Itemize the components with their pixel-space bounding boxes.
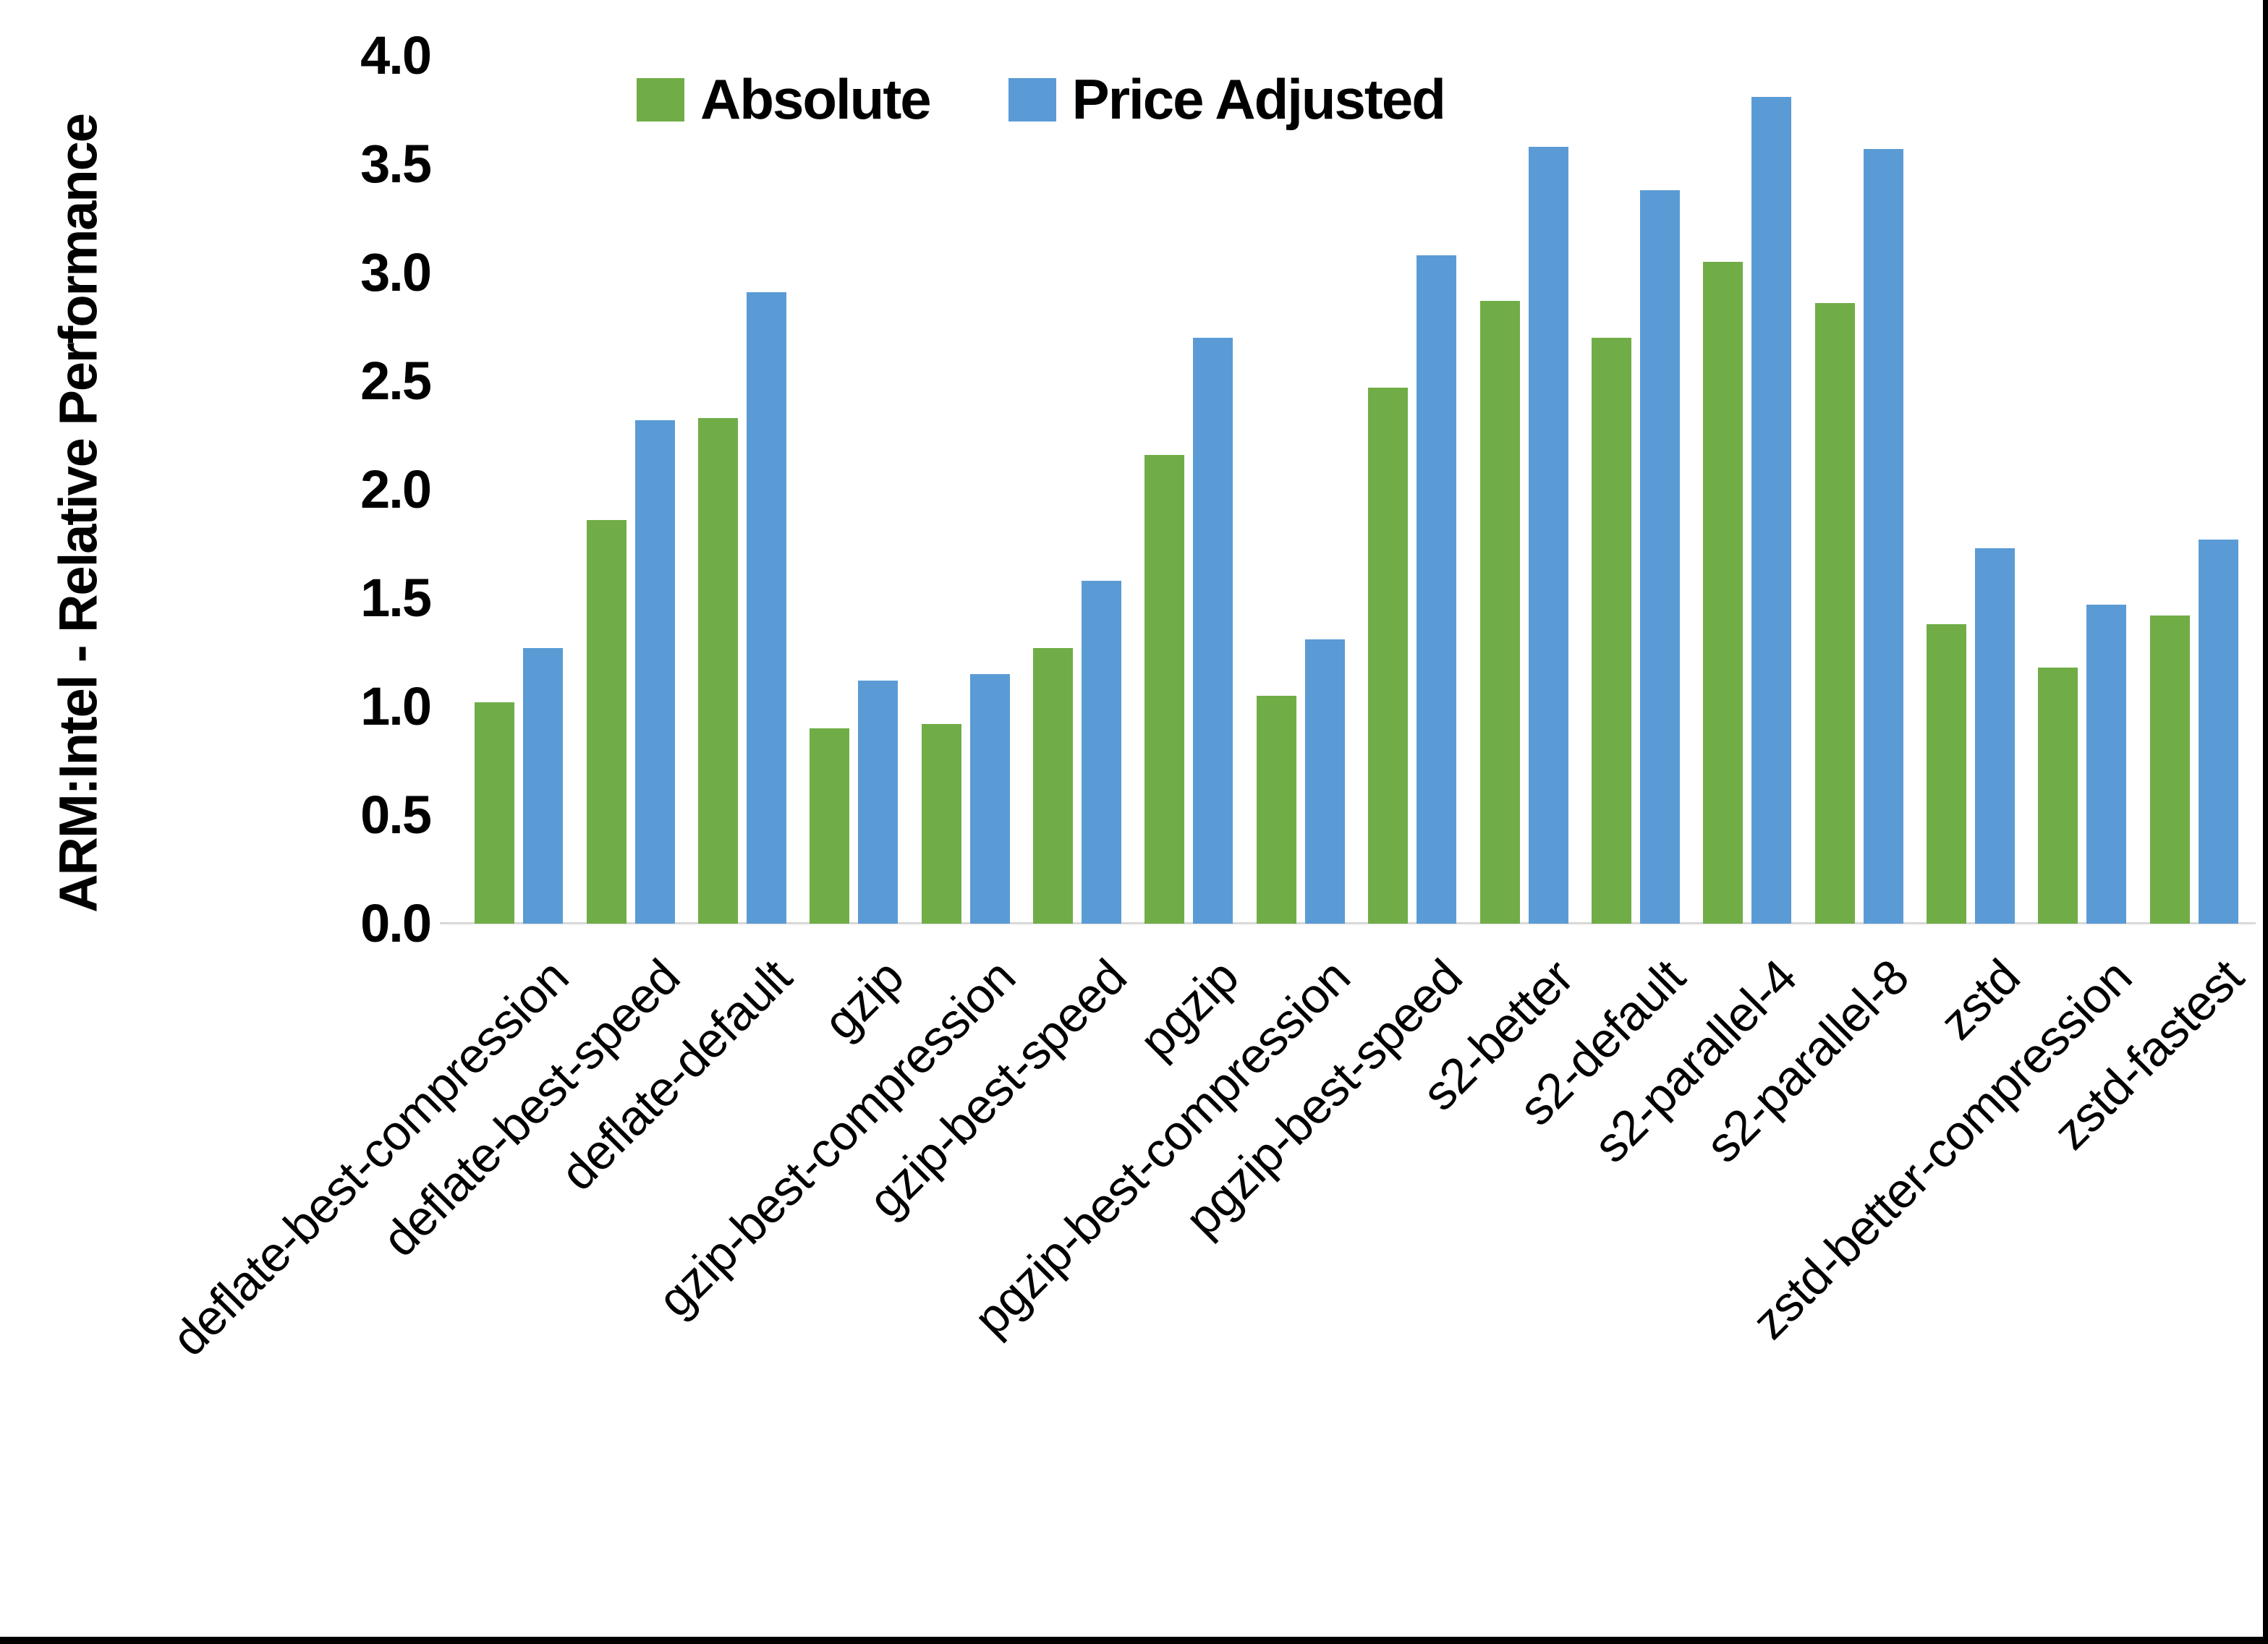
legend-item: Absolute bbox=[637, 67, 932, 132]
y-tick-label: 1.5 bbox=[360, 568, 432, 628]
bar-price-adjusted-zstd-fastest bbox=[2198, 540, 2238, 924]
bar-absolute-s2-default bbox=[1591, 338, 1631, 924]
legend-label: Absolute bbox=[700, 67, 932, 131]
bar-group bbox=[1133, 56, 1244, 924]
bar-absolute-deflate-best-speed bbox=[586, 520, 627, 924]
bar-groups bbox=[463, 56, 2250, 924]
bar-price-adjusted-gzip-best-speed bbox=[1082, 581, 1122, 924]
bar-absolute-deflate-best-compression bbox=[475, 702, 515, 924]
legend-swatch-absolute bbox=[637, 77, 684, 122]
bar-absolute-pgzip-best-compression bbox=[1256, 696, 1296, 924]
bar-absolute-gzip-best-compression bbox=[921, 724, 961, 924]
legend-label: Price Adjusted bbox=[1071, 67, 1446, 131]
bar-absolute-gzip-best-speed bbox=[1033, 648, 1074, 924]
bar-price-adjusted-s2-parallel-8 bbox=[1863, 149, 1903, 924]
bar-group bbox=[574, 56, 686, 924]
window-bottom-border bbox=[0, 1637, 2268, 1644]
bar-price-adjusted-s2-better bbox=[1528, 147, 1568, 924]
x-axis-category-labels: deflate-best-compression deflate-best-spe… bbox=[0, 949, 2268, 1643]
bar-group bbox=[798, 56, 909, 924]
bar-price-adjusted-deflate-default bbox=[746, 292, 786, 924]
bar-price-adjusted-deflate-best-speed bbox=[634, 420, 675, 924]
bar-group bbox=[1580, 56, 1691, 924]
bar-absolute-pgzip-best-speed bbox=[1368, 388, 1409, 924]
y-axis-title: ARM:Intel - Relative Performance bbox=[48, 114, 109, 913]
y-tick-label: 1.0 bbox=[360, 676, 432, 736]
bar-price-adjusted-gzip bbox=[858, 681, 899, 924]
y-tick-label: 2.0 bbox=[360, 459, 432, 519]
bar-group bbox=[463, 56, 574, 924]
chart-legend: Absolute Price Adjusted bbox=[637, 67, 1446, 132]
bar-price-adjusted-zstd-better-compression bbox=[2086, 605, 2127, 924]
bar-group bbox=[910, 56, 1022, 924]
y-tick-label: 0.0 bbox=[360, 893, 432, 953]
bar-price-adjusted-pgzip-best-speed bbox=[1417, 255, 1457, 924]
bar-group bbox=[1691, 56, 1803, 924]
legend-item: Price Adjusted bbox=[1008, 67, 1446, 132]
legend-swatch-price-adjusted bbox=[1008, 77, 1056, 122]
bar-group bbox=[1245, 56, 1356, 924]
bar-absolute-s2-parallel-4 bbox=[1703, 262, 1744, 924]
bar-absolute-gzip bbox=[810, 728, 850, 924]
bar-absolute-zstd-better-compression bbox=[2038, 668, 2078, 924]
bar-group bbox=[1804, 56, 1915, 924]
bar-price-adjusted-s2-parallel-4 bbox=[1751, 97, 1792, 924]
plot-area bbox=[463, 56, 2250, 924]
bar-absolute-zstd-fastest bbox=[2149, 616, 2190, 924]
bar-group bbox=[2026, 56, 2138, 924]
y-tick-label: 0.5 bbox=[360, 785, 432, 845]
bar-group bbox=[1915, 56, 2026, 924]
bar-group bbox=[1022, 56, 1133, 924]
y-tick-label: 2.5 bbox=[360, 351, 432, 411]
bar-absolute-zstd bbox=[1927, 624, 1967, 924]
y-tick-label: 3.0 bbox=[360, 242, 432, 302]
bar-price-adjusted-zstd bbox=[1975, 548, 2016, 924]
y-tick-label: 4.0 bbox=[360, 25, 432, 85]
bar-price-adjusted-gzip-best-compression bbox=[969, 674, 1010, 924]
bar-absolute-s2-parallel-8 bbox=[1814, 303, 1855, 924]
window-right-border bbox=[2263, 0, 2268, 1644]
bar-group bbox=[2139, 56, 2250, 924]
bar-absolute-pgzip bbox=[1144, 455, 1185, 924]
x-axis-line bbox=[440, 922, 2256, 924]
bar-price-adjusted-pgzip bbox=[1193, 338, 1233, 924]
y-tick-label: 3.5 bbox=[360, 134, 432, 194]
bar-price-adjusted-s2-default bbox=[1639, 190, 1680, 924]
bar-price-adjusted-deflate-best-compression bbox=[523, 648, 564, 924]
bar-group bbox=[1468, 56, 1579, 924]
bar-price-adjusted-pgzip-best-compression bbox=[1304, 639, 1345, 924]
bar-group bbox=[687, 56, 798, 924]
bar-absolute-s2-better bbox=[1479, 301, 1520, 924]
bar-group bbox=[1356, 56, 1468, 924]
bar-absolute-deflate-default bbox=[697, 418, 738, 924]
